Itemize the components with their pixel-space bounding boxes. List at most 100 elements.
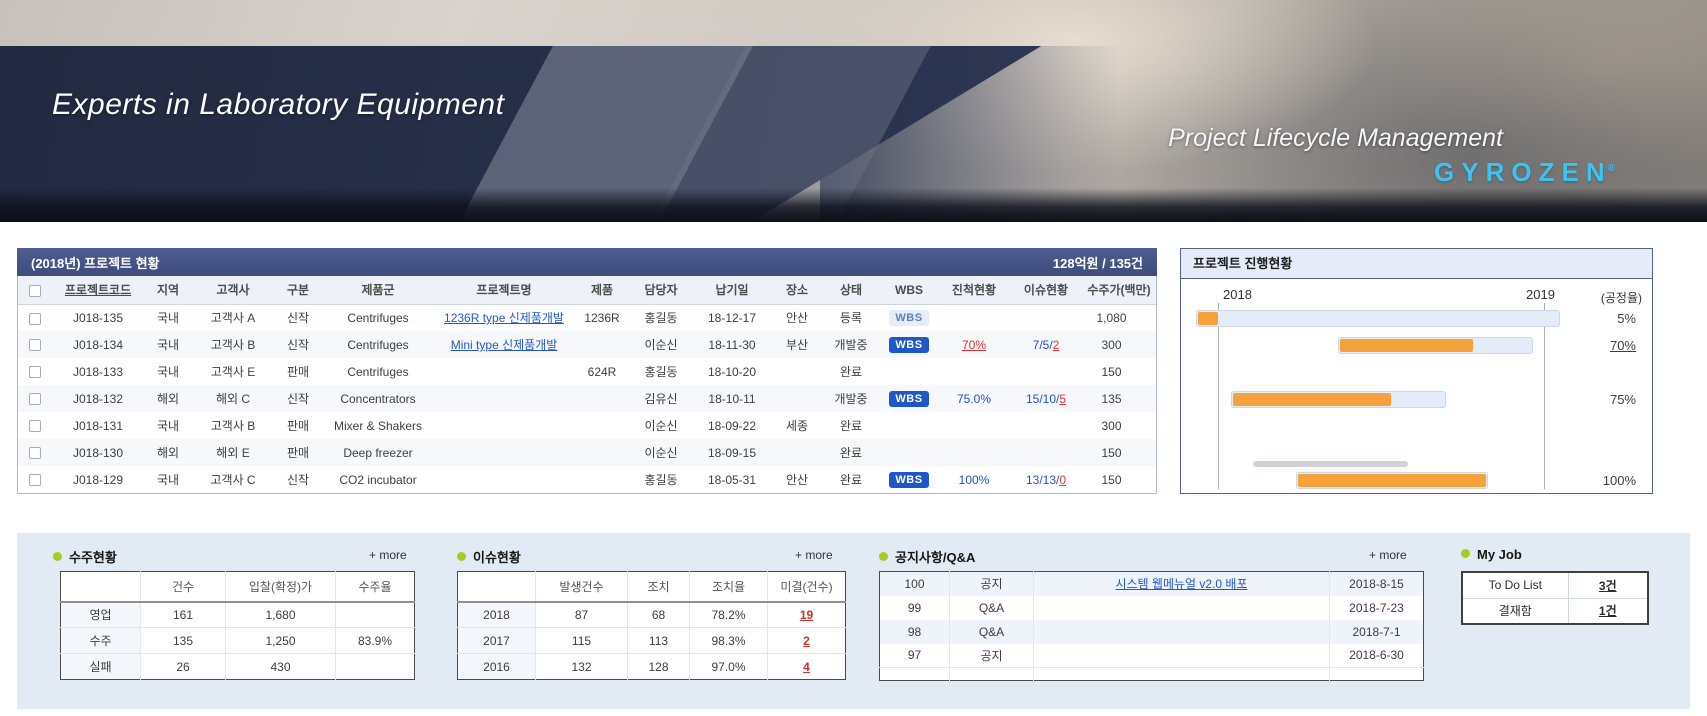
notice-number: 98 [907,624,922,639]
cell-wbs [880,412,938,439]
column-header-7: 제품 [574,276,630,305]
cell-progress [938,439,1010,466]
notice-row: 97 공지 2018-6-30 [880,643,1424,668]
gyrozen-logo: GYROZEN® [1434,157,1615,187]
cell-value [335,601,415,628]
banner-navy-band [0,46,1707,222]
issue-counts[interactable]: 15/10/ [1025,391,1060,406]
cell-project-name [434,358,574,385]
cell-customer: 고객사 C [210,473,256,487]
notice-number: 97 [907,648,922,663]
row-checkbox[interactable] [29,339,41,352]
cell-category: 신작 [286,473,310,487]
open-issue-count[interactable]: 4 [803,659,810,674]
cell-due: 18-05-31 [707,472,757,487]
gantt-unit-label: (공정율) [1600,291,1642,305]
myjob-count-link[interactable]: 3건 [1598,578,1617,593]
cell-manager: 홍길동 [644,311,678,326]
cell-status: 등록 [839,311,863,326]
notice-subject-link[interactable]: 시스템 웹메뉴얼 v2.0 배포 [1115,577,1248,592]
cell-code: J018-135 [72,310,124,325]
issues-more-link[interactable]: + more [795,548,833,562]
cell-region: 국내 [156,473,180,487]
gantt-percent-label: 100% [1602,473,1636,488]
open-issue-count[interactable]: 19 [799,607,814,622]
wbs-button[interactable]: WBS [889,471,929,488]
col-header: 수주율 [335,571,415,603]
banner-subtitle: Project Lifecycle Management [1168,124,1503,152]
row-checkbox[interactable] [29,366,41,379]
project-name-link[interactable]: Mini type 신제품개발 [450,338,558,352]
gantt-bar[interactable] [1198,312,1218,325]
cell-customer: 고객사 B [210,419,256,433]
gantt-year-left: 2018 [1223,287,1252,302]
row-checkbox[interactable] [29,474,41,487]
gantt-bar[interactable] [1233,393,1391,406]
cell-status: 완료 [839,446,863,460]
cell-value: 1,250 [225,627,336,654]
cell-region: 해외 [156,392,180,406]
row-checkbox[interactable] [29,393,41,406]
cell-project-name: 1236R type 신제품개발 [434,304,574,331]
cell-progress [938,304,1010,331]
gantt-scrollbar[interactable] [1253,461,1408,467]
column-header-1[interactable]: 프로젝트코드 [52,276,144,305]
cell-customer: 해외 C [215,392,251,406]
cell-issues [1010,358,1082,385]
cell-category: 판매 [286,419,310,433]
issue-open-count[interactable]: 5 [1059,391,1067,406]
notices-table: 100 공지 시스템 웹메뉴얼 v2.0 배포 2018-8-15 99 Q&A 2018-… [879,571,1424,681]
myjob-row: To Do List 3건 [1462,572,1648,598]
gantt-percent-label[interactable]: 70% [1609,338,1636,353]
gantt-bar[interactable] [1340,339,1473,352]
row-label: 실패 [60,653,141,680]
wbs-button[interactable]: WBS [889,336,929,353]
issue-open-count[interactable]: 2 [1052,337,1060,352]
column-header-9: 납기일 [692,276,772,305]
gantt-gridline-2019 [1544,303,1545,489]
notices-more-link[interactable]: + more [1369,548,1407,562]
progress-value[interactable]: 100% [958,472,990,487]
row-checkbox[interactable] [29,447,41,460]
cell-value: 113 [627,627,690,654]
myjob-panel-title: My Job [1461,547,1522,562]
row-checkbox[interactable] [29,312,41,325]
progress-value[interactable]: 70% [961,337,987,352]
data-row: 영업 161 1,680 [60,601,415,628]
notice-date: 2018-6-30 [1329,643,1424,668]
column-header-13: 진척현황 [938,276,1010,305]
column-header-15: 수주가(백만) [1082,276,1156,305]
open-issue-count[interactable]: 2 [803,633,810,648]
issue-open-count[interactable]: 0 [1059,472,1067,487]
cell-value: 83.9% [335,627,415,654]
cell-group: CO2 incubator [339,472,417,487]
issue-counts[interactable]: 13/13/ [1025,472,1060,487]
issue-counts[interactable]: 7/5/ [1032,337,1053,352]
gantt-bar[interactable] [1297,474,1487,487]
myjob-count-link[interactable]: 1건 [1598,604,1617,619]
cell-value: 97.0% [689,653,768,680]
cell-customer: 고객사 A [210,311,256,326]
wbs-button[interactable]: WBS [889,309,929,326]
project-name-link[interactable]: 1236R type 신제품개발 [444,311,564,326]
cell-value: 4 [767,653,846,680]
gantt-year-right: 2019 [1526,287,1555,302]
cell-value: 78.2% [689,601,768,628]
cell-category: 판매 [286,365,310,379]
col-header: 발생건수 [535,571,628,603]
row-label: 2016 [457,653,536,680]
wbs-button[interactable]: WBS [889,390,929,407]
cell-category: 신작 [286,338,310,352]
cell-status: 개발중 [834,338,868,352]
cell-status: 완료 [839,473,863,487]
row-checkbox[interactable] [29,420,41,433]
gantt-track [1231,391,1446,408]
select-all-checkbox[interactable] [29,284,41,297]
orders-more-link[interactable]: + more [369,548,407,562]
cell-issues: 15/10/5 [1010,385,1082,412]
cell-value: 135 [140,627,226,654]
cell-wbs: WBS [880,385,938,412]
progress-value[interactable]: 75.0% [956,391,992,406]
cell-manager: 홍길동 [644,365,678,379]
cell-product: 624R [587,364,617,379]
